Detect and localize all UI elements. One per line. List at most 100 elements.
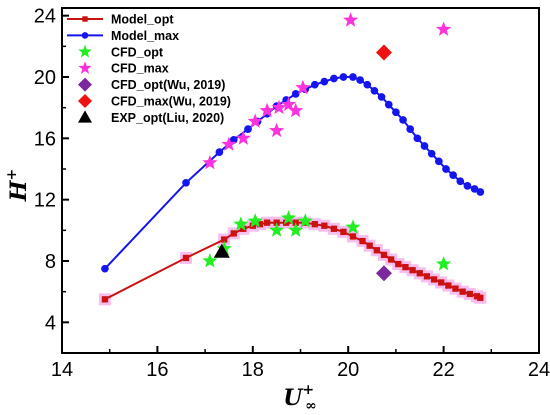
legend-item: CFD_max (78, 61, 169, 76)
cfd-opt-point (297, 213, 313, 228)
cfd-opt-point (436, 256, 452, 271)
model-max-point (356, 76, 364, 84)
x-tick-label: 14 (51, 359, 73, 381)
y-tick-label: 8 (45, 251, 56, 273)
model-opt-point (445, 282, 452, 289)
cfd-max-point (295, 79, 311, 95)
model-max-point (476, 188, 485, 196)
model-max-line (104, 76, 481, 270)
legend-item: Model_max (67, 29, 179, 43)
model-max-point (244, 125, 252, 133)
cfd-opt-point (202, 253, 218, 268)
cfd-max-point (221, 136, 237, 151)
cfd-opt-point (288, 222, 304, 237)
model-max-point (427, 149, 436, 158)
y-tick-label: 12 (34, 190, 56, 212)
legend-label: CFD_max (111, 62, 169, 76)
model-opt-point (256, 221, 264, 228)
model-opt-point (452, 285, 459, 292)
model-opt-point (466, 290, 473, 298)
legend-item: Model_opt (67, 13, 174, 27)
model-max-point (463, 182, 472, 190)
cfd-opt-point (216, 240, 232, 256)
cfd-max-point (235, 130, 251, 145)
x-tick-label: 22 (432, 359, 454, 381)
x-tick-label: 20 (337, 359, 359, 381)
model-opt-point (402, 263, 409, 271)
x-axis-title: U+ ∞ (283, 382, 317, 414)
y-axis-title-base: H (6, 179, 32, 202)
y-axis-title: H+ (4, 169, 32, 203)
y-tick-label: 20 (34, 67, 56, 89)
model-max-point (310, 80, 319, 89)
legend-item: CFD_max(Wu, 2019) (78, 94, 231, 109)
model-opt-point (459, 288, 466, 295)
model-opt-point (182, 254, 190, 262)
x-tick-label: 18 (242, 359, 264, 381)
model-max-point (339, 73, 348, 81)
model-opt-point (311, 221, 318, 228)
cfd-opt-point (345, 219, 361, 234)
cfd-max-point (259, 102, 275, 118)
x-tick-label: 16 (146, 359, 168, 381)
model-opt-point (230, 230, 237, 237)
model-max-point (363, 80, 372, 89)
model-max-point (470, 185, 479, 193)
plot-area-frame (61, 7, 540, 354)
x-axis-title-base: U (283, 385, 304, 411)
legend-marker (78, 110, 92, 123)
model-opt-point (430, 276, 438, 283)
model-opt-point (423, 273, 431, 280)
y-tick-label: 24 (34, 6, 56, 28)
cfd-max-point (288, 102, 304, 118)
x-axis-title-sub: ∞ (305, 398, 317, 414)
cfd-max-point (436, 21, 452, 36)
model-opt-point (473, 293, 481, 300)
legend-label: CFD_opt (111, 45, 164, 59)
legend-marker (78, 77, 92, 92)
legend-marker (82, 16, 88, 22)
y-tick-label: 16 (34, 128, 56, 150)
model-opt-point (330, 225, 338, 232)
model-max-point (442, 165, 450, 173)
model-opt-point (263, 219, 271, 226)
cfd-opt-point (269, 222, 285, 237)
legend-label: CFD_max(Wu, 2019) (111, 95, 231, 109)
legend-marker (81, 32, 89, 39)
model-max-point (215, 148, 224, 156)
legend-marker (78, 94, 92, 108)
model-max-point (434, 157, 443, 166)
cfd-max-point (247, 113, 263, 128)
model-opt-point (373, 247, 380, 254)
cfd-max-point (281, 96, 297, 112)
model-opt-point (349, 233, 357, 240)
model-opt-point (380, 251, 388, 259)
cfd-opt-point (281, 210, 297, 225)
cfd-max-wu-2019-point (375, 44, 392, 61)
x-tick-label: 24 (528, 359, 550, 381)
model-opt-point (359, 237, 366, 245)
legend-label: EXP_opt(Liu, 2020) (111, 111, 224, 125)
model-opt-point (387, 256, 395, 263)
legend-marker (78, 61, 92, 74)
model-opt-point (409, 267, 416, 274)
model-max-point (370, 86, 379, 95)
legend: Model_opt Model_max CFD_opt CFD_max CFD_opt(… (67, 13, 231, 125)
x-axis-title-sup: + (302, 382, 314, 398)
model-max-point (349, 73, 357, 81)
model-max-point (420, 142, 429, 150)
model-max-point (320, 77, 329, 86)
model-max-point (456, 177, 465, 186)
legend-label: CFD_opt(Wu, 2019) (111, 78, 225, 92)
model-opt-point (221, 236, 228, 243)
legend-label: Model_opt (111, 13, 174, 27)
legend-marker (78, 44, 92, 58)
model-opt-point (416, 270, 423, 277)
model-opt-point (340, 228, 347, 236)
cfd-max-point (343, 12, 359, 27)
model-opt-point (477, 294, 484, 301)
cfd-opt-point (247, 213, 263, 228)
cfd-opt-point (233, 216, 249, 231)
model-max-point (330, 74, 338, 83)
